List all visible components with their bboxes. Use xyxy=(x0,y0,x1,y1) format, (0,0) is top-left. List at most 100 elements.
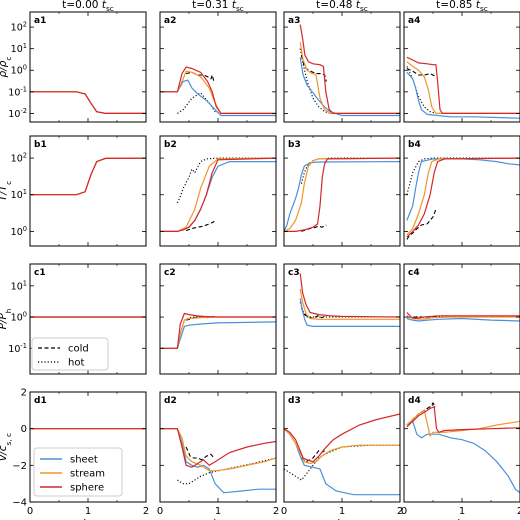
x-tick-label: 0 xyxy=(157,506,163,517)
y-axis-label: P/Ph xyxy=(0,308,13,329)
series-line-hot xyxy=(299,302,400,318)
series-line-sheet xyxy=(406,71,520,119)
series-line-sphere xyxy=(160,428,276,468)
series-line-sphere xyxy=(160,157,276,232)
legends: cold hot sheet stream sphere xyxy=(31,337,123,497)
y-tick-label: 10-1 xyxy=(8,85,27,98)
series-line-sheet xyxy=(284,161,400,232)
panel-frame xyxy=(159,263,277,375)
column-title: t=0.31 tsc xyxy=(192,0,244,13)
panel-label: b1 xyxy=(34,140,47,150)
panel-label: c2 xyxy=(164,268,176,278)
y-tick-label: 101 xyxy=(11,42,27,55)
series-line-cold xyxy=(301,224,327,232)
series-line-sheet xyxy=(284,428,400,496)
series-line-sheet xyxy=(406,317,520,322)
panel-label: a3 xyxy=(288,16,300,26)
panel-b4: b4 xyxy=(403,135,520,247)
x-tick-label: 1 xyxy=(215,506,221,517)
series-line-sphere xyxy=(284,413,400,463)
x-tick-label: 0 xyxy=(401,506,407,517)
legend-label-hot: hot xyxy=(68,358,84,369)
panel-label: b4 xyxy=(408,140,421,150)
y-tick-label: 10-2 xyxy=(8,107,27,120)
series-line-stream xyxy=(30,157,146,196)
legend-box-geometry xyxy=(33,447,123,497)
panel-frame xyxy=(159,135,277,247)
series-line-sheet xyxy=(160,161,276,232)
series-line-sphere xyxy=(284,157,400,232)
panel-label: b2 xyxy=(164,140,177,150)
column-title: t=0.00 tsc xyxy=(62,0,114,13)
series-line-hot xyxy=(299,48,400,114)
series-line-cold xyxy=(185,446,215,461)
y-axis-label: T/Tc xyxy=(0,181,13,201)
legend-label-cold: cold xyxy=(68,344,89,355)
x-axis-label: r/rs, i xyxy=(207,518,230,520)
series-line-stream xyxy=(406,157,520,236)
column-title: t=0.85 tsc xyxy=(436,0,488,13)
series-line-sheet xyxy=(406,158,520,221)
series-line-cold xyxy=(185,219,216,232)
series-line-sphere xyxy=(406,157,520,238)
series-line-stream xyxy=(160,428,276,472)
series-line-stream xyxy=(406,61,520,114)
y-tick-label: 100 xyxy=(11,225,27,238)
series-line-sphere xyxy=(406,405,520,434)
panel-frame xyxy=(159,391,277,503)
y-tick-label: 2 xyxy=(21,388,27,399)
panel-frame xyxy=(29,135,147,247)
panel-frame xyxy=(283,135,401,247)
panel-d2: d2 0 1 2 r/rs, i xyxy=(157,391,279,520)
series-line-sphere xyxy=(299,24,400,114)
series-line-sheet xyxy=(30,157,146,196)
panel-frame xyxy=(403,11,520,123)
series-line-stream xyxy=(284,428,400,465)
panel-a2: a2 xyxy=(159,11,277,123)
series-line-hot xyxy=(406,157,520,195)
x-tick-label: 0 xyxy=(281,506,287,517)
series-line-sphere xyxy=(406,56,520,114)
x-tick-label: 2 xyxy=(143,506,149,517)
panel-c1: c1 10-1 100 101 P/Ph xyxy=(0,263,147,375)
y-tick-label: 101 xyxy=(11,188,27,201)
y-tick-label: 100 xyxy=(11,311,27,324)
y-tick-label: 101 xyxy=(11,279,27,292)
series-line-stream xyxy=(160,70,276,114)
series-line-sheet xyxy=(299,298,400,327)
panel-d3: d3 0 1 2 r/rs, i xyxy=(281,391,403,520)
series-line-sphere xyxy=(160,66,276,114)
x-tick-label: 1 xyxy=(85,506,91,517)
panel-b3: b3 xyxy=(283,135,401,247)
y-axis-label: ρ/ρc xyxy=(0,57,13,78)
series-line-stream xyxy=(30,91,146,114)
column-title: t=0.48 tsc xyxy=(316,0,368,13)
series-line-stream xyxy=(299,288,400,320)
series-line-cold xyxy=(300,307,327,320)
series-line-stream xyxy=(299,42,400,114)
legend-label-sheet: sheet xyxy=(70,455,98,466)
x-tick-label: 0 xyxy=(27,506,33,517)
series-line-stream xyxy=(406,315,520,320)
legend-label-sphere: sphere xyxy=(70,483,104,494)
panel-label: a4 xyxy=(408,16,420,26)
y-tick-label: 10-1 xyxy=(8,342,27,355)
y-tick-label: 100 xyxy=(11,64,27,77)
panel-frame xyxy=(403,391,520,503)
column-titles: t=0.00 tsc t=0.31 tsc t=0.48 tsc t=0.85 tsc xyxy=(62,0,488,13)
panel-label: a2 xyxy=(164,16,176,26)
panel-label: a1 xyxy=(34,16,46,26)
series-line-stream xyxy=(160,157,276,232)
panel-label: d2 xyxy=(164,396,177,406)
x-tick-label: 1 xyxy=(459,506,465,517)
series-line-sheet xyxy=(160,428,276,494)
series-line-hot xyxy=(177,92,276,114)
series-line-stream xyxy=(406,409,520,438)
series-line-cold xyxy=(406,68,437,78)
y-axis-label: v/cs, c xyxy=(0,433,13,461)
panel-label: b3 xyxy=(288,140,301,150)
panel-a4: a4 xyxy=(403,11,520,123)
series-line-sphere xyxy=(30,157,146,196)
y-tick-label: 102 xyxy=(11,21,27,34)
